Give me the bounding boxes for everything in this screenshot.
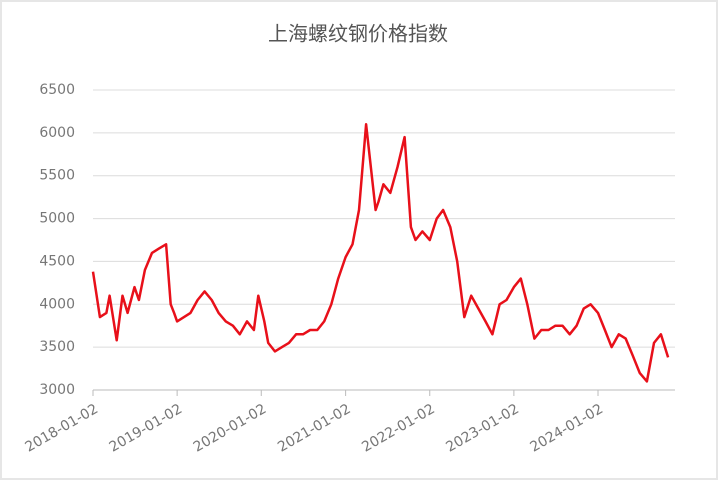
y-tick-label: 3000 [39,382,75,398]
chart-title: 上海螺纹钢价格指数 [268,22,448,46]
y-tick-label: 6000 [39,125,75,141]
y-tick-label: 5000 [39,211,75,227]
y-tick-label: 3500 [39,339,75,355]
y-tick-label: 4000 [39,296,75,312]
y-tick-label: 6500 [39,82,75,98]
y-tick-label: 5500 [39,168,75,184]
line [91,123,670,383]
y-tick-label: 4500 [39,253,75,269]
